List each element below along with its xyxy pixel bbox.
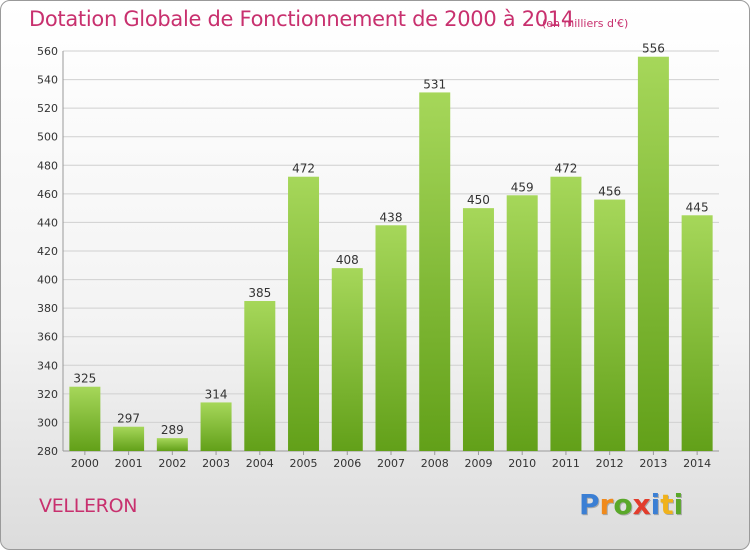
proxiti-logo: Proxiti xyxy=(579,488,683,521)
logo-letter: i xyxy=(650,488,661,521)
bar xyxy=(113,426,145,451)
bar xyxy=(506,195,538,451)
x-tick-label: 2012 xyxy=(596,457,624,470)
x-tick-label: 2000 xyxy=(71,457,99,470)
logo-letter: x xyxy=(632,488,651,521)
logo-letter: P xyxy=(579,488,600,521)
data-label: 531 xyxy=(423,77,446,91)
data-label: 408 xyxy=(336,253,359,267)
x-tick-label: 2014 xyxy=(683,457,711,470)
x-tick-label: 2004 xyxy=(246,457,274,470)
x-tick-label: 2006 xyxy=(333,457,361,470)
x-tick-label: 2009 xyxy=(464,457,492,470)
data-label: 438 xyxy=(380,210,403,224)
commune-name: VELLERON xyxy=(39,495,138,517)
bar xyxy=(288,176,320,451)
y-tick-label: 300 xyxy=(37,416,58,429)
y-tick-label: 340 xyxy=(37,359,58,372)
y-tick-label: 380 xyxy=(37,302,58,315)
y-tick-label: 440 xyxy=(37,216,58,229)
bar xyxy=(244,301,276,451)
logo-letter: t xyxy=(660,488,674,521)
y-tick-label: 560 xyxy=(37,45,58,58)
data-label: 472 xyxy=(292,162,315,176)
data-labels: 325 297 289 314 385 472 408 438 531 450 459 472 456 5… xyxy=(73,42,708,437)
data-label: 459 xyxy=(511,180,534,194)
chart-unit: (en milliers d'€) xyxy=(542,17,629,30)
y-tick-labels: 280 300 320 340 360 380 400 420 440 460 480 500 520 5… xyxy=(37,45,58,458)
bar xyxy=(331,268,363,451)
y-tick-label: 540 xyxy=(37,74,58,87)
data-label: 445 xyxy=(686,200,709,214)
data-label: 450 xyxy=(467,193,490,207)
bar xyxy=(681,215,713,451)
chart-title: Dotation Globale de Fonctionnement de 20… xyxy=(29,7,574,31)
y-tick-label: 320 xyxy=(37,388,58,401)
bars xyxy=(69,56,713,451)
y-tick-label: 420 xyxy=(37,245,58,258)
x-tick-label: 2008 xyxy=(421,457,449,470)
data-label: 456 xyxy=(598,185,621,199)
x-tick-label: 2005 xyxy=(290,457,318,470)
y-tick-label: 360 xyxy=(37,331,58,344)
logo-letter: o xyxy=(613,488,633,521)
y-tick-label: 500 xyxy=(37,131,58,144)
data-label: 314 xyxy=(205,387,228,401)
logo-letter: r xyxy=(599,488,614,521)
x-tick-label: 2010 xyxy=(508,457,536,470)
y-tick-label: 280 xyxy=(37,445,58,458)
bar xyxy=(200,402,232,451)
x-tick-label: 2011 xyxy=(552,457,580,470)
bar xyxy=(69,386,101,451)
x-tick-label: 2003 xyxy=(202,457,230,470)
x-tick-label: 2002 xyxy=(158,457,186,470)
bar xyxy=(156,438,188,451)
data-label: 385 xyxy=(248,286,271,300)
y-tick-label: 480 xyxy=(37,159,58,172)
data-label: 472 xyxy=(554,162,577,176)
data-label: 289 xyxy=(161,423,184,437)
y-tick-label: 520 xyxy=(37,102,58,115)
y-tick-label: 400 xyxy=(37,274,58,287)
x-tick-label: 2001 xyxy=(115,457,143,470)
bar xyxy=(462,208,494,451)
bar xyxy=(419,92,451,451)
bar xyxy=(594,199,626,451)
bar xyxy=(375,225,407,451)
x-tick-label: 2007 xyxy=(377,457,405,470)
x-tick-labels: 2000 2001 2002 2003 2004 2005 2006 2007 2008 2009… xyxy=(71,451,711,470)
y-tick-label: 460 xyxy=(37,188,58,201)
data-label: 297 xyxy=(117,412,140,426)
data-label: 325 xyxy=(73,372,96,386)
bar xyxy=(637,56,669,451)
logo-letter: i xyxy=(673,488,684,521)
data-label: 556 xyxy=(642,42,665,56)
x-tick-label: 2013 xyxy=(639,457,667,470)
bar xyxy=(550,176,582,451)
